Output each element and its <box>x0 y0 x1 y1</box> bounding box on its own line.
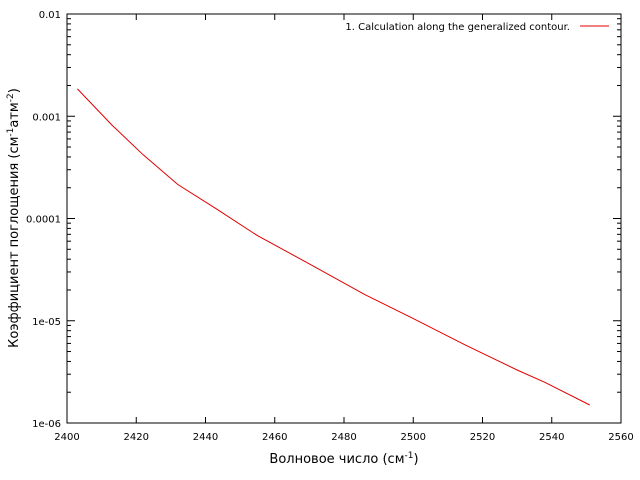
x-tick-label: 2540 <box>539 432 564 443</box>
y-tick-label: 1e-05 <box>32 317 61 328</box>
x-tick-label: 2400 <box>54 432 79 443</box>
y-tick-label: 0.0001 <box>26 215 61 226</box>
x-axis: 2400 2420 2440 2460 2480 2500 2520 2540 2560 <box>54 14 634 443</box>
x-tick-label: 2480 <box>331 432 356 443</box>
y-tick-label: 0.001 <box>32 112 61 123</box>
x-tick-label: 2520 <box>470 432 495 443</box>
x-tick-label: 2500 <box>401 432 426 443</box>
y-tick-label: 1e-06 <box>32 419 61 430</box>
x-tick-label: 2560 <box>608 432 633 443</box>
legend: 1. Calculation along the generalized con… <box>345 22 609 33</box>
y-axis-title: Коэффициент поглощения (см-1атм-2) <box>6 88 22 348</box>
x-axis-title: Волновое число (см-1) <box>269 451 418 467</box>
series-layer <box>77 88 591 406</box>
y-tick-label: 0.01 <box>39 10 61 21</box>
plot-frame <box>66 13 622 424</box>
x-tick-label: 2420 <box>124 432 149 443</box>
legend-label: 1. Calculation along the generalized con… <box>345 22 570 33</box>
x-tick-label: 2440 <box>193 432 218 443</box>
y-axis: 1e-06 1e-05 0.0001 0.001 0.01 <box>26 10 621 430</box>
x-tick-label: 2460 <box>262 432 287 443</box>
series-line <box>77 88 591 406</box>
